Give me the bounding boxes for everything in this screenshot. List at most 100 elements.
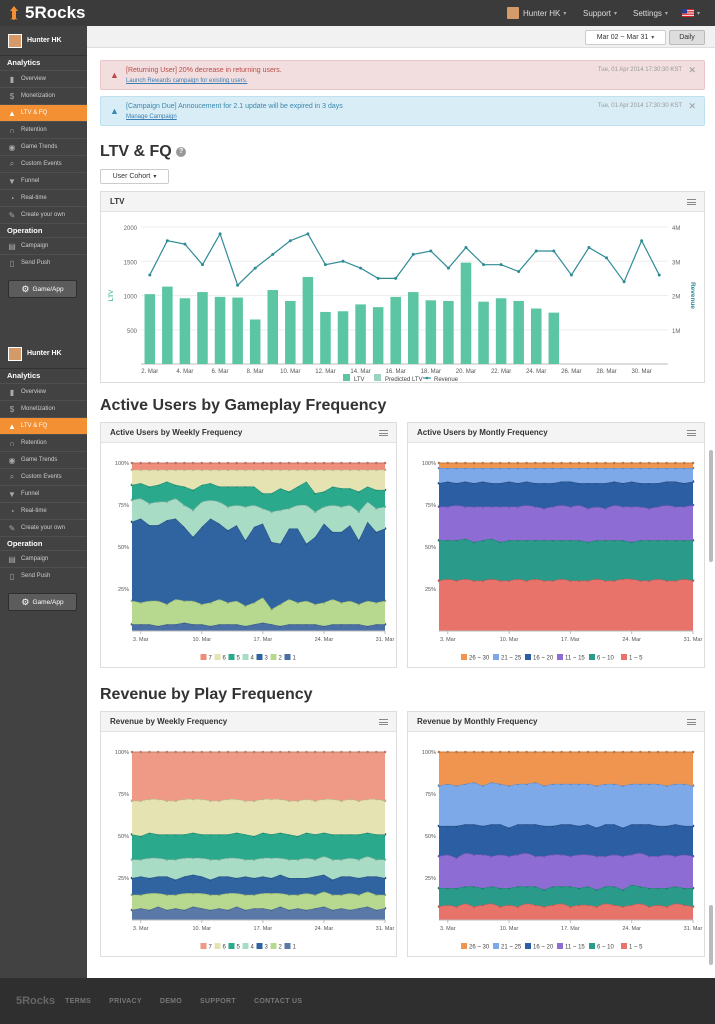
data-point[interactable]: [595, 461, 598, 465]
sidebar-item-retention[interactable]: ∩ Retention: [0, 121, 87, 138]
revenue-point[interactable]: [605, 256, 609, 260]
revenue-point[interactable]: [622, 280, 626, 284]
sidebar-item-game-trends[interactable]: ◉ Game Trends: [0, 451, 87, 468]
data-point[interactable]: [507, 461, 511, 465]
data-point[interactable]: [455, 461, 458, 465]
alert-link[interactable]: Manage Campaign: [126, 114, 177, 120]
ltv-bar[interactable]: [232, 297, 243, 364]
legend-item[interactable]: 6: [214, 654, 227, 662]
data-point[interactable]: [604, 461, 607, 465]
support-menu[interactable]: Support ▾: [583, 0, 617, 26]
data-point[interactable]: [665, 750, 669, 754]
data-point[interactable]: [472, 461, 476, 465]
legend-item[interactable]: 11 ~ 15: [557, 654, 585, 662]
data-point[interactable]: [244, 538, 247, 542]
data-point[interactable]: [348, 750, 352, 754]
sidebar-item-campaign[interactable]: ▤ Campaign: [0, 550, 87, 567]
data-point[interactable]: [481, 750, 485, 754]
revenue-point[interactable]: [464, 246, 468, 250]
legend-item[interactable]: 21 ~ 25: [493, 943, 522, 951]
data-point[interactable]: [217, 750, 221, 754]
data-point[interactable]: [383, 750, 387, 754]
data-point[interactable]: [252, 750, 256, 754]
data-point[interactable]: [455, 750, 458, 754]
legend-item[interactable]: 5: [228, 943, 241, 951]
legend-item[interactable]: 26 ~ 30: [461, 654, 490, 662]
data-point[interactable]: [261, 461, 265, 465]
data-point[interactable]: [296, 750, 300, 754]
menu-icon[interactable]: [687, 430, 696, 436]
ltv-bar[interactable]: [162, 286, 173, 364]
legend-item[interactable]: 16 ~ 20: [525, 654, 554, 662]
data-point[interactable]: [322, 750, 326, 754]
revenue-point[interactable]: [446, 266, 450, 270]
data-point[interactable]: [348, 461, 352, 465]
sidebar-item-campaign[interactable]: ▤ Campaign: [0, 237, 87, 254]
data-point[interactable]: [331, 461, 334, 465]
data-point[interactable]: [279, 750, 282, 754]
data-point[interactable]: [499, 461, 502, 465]
data-point[interactable]: [139, 750, 143, 754]
data-point[interactable]: [191, 461, 195, 465]
data-point[interactable]: [551, 461, 555, 465]
sidebar-item-funnel[interactable]: ▼ Funnel: [0, 485, 87, 502]
data-point[interactable]: [313, 461, 317, 465]
data-point[interactable]: [691, 461, 695, 465]
legend-item[interactable]: 1 ~ 5: [621, 943, 643, 951]
revenue-point[interactable]: [640, 239, 644, 243]
data-point[interactable]: [682, 461, 686, 465]
legend-item[interactable]: LTV: [343, 374, 365, 383]
sidebar-item-ltv-fq[interactable]: ▲ LTV & FQ: [0, 104, 87, 121]
data-point[interactable]: [472, 750, 476, 754]
ltv-bar[interactable]: [408, 292, 419, 364]
revenue-point[interactable]: [657, 273, 661, 277]
data-point[interactable]: [621, 750, 625, 754]
data-point[interactable]: [647, 750, 651, 754]
data-point[interactable]: [130, 750, 134, 754]
revenue-point[interactable]: [499, 263, 503, 267]
ltv-bar[interactable]: [372, 307, 384, 364]
data-point[interactable]: [200, 461, 204, 465]
data-point[interactable]: [279, 461, 282, 465]
data-point[interactable]: [577, 461, 581, 465]
user-cohort-dropdown[interactable]: User Cohort ▾: [100, 169, 169, 184]
data-point[interactable]: [174, 750, 177, 754]
sidebar-item-real-time[interactable]: ◔ Real-time: [0, 502, 87, 519]
data-point[interactable]: [183, 461, 186, 465]
footer-link-demo[interactable]: DEMO: [159, 997, 183, 1005]
legend-item[interactable]: 21 ~ 25: [493, 654, 522, 662]
data-point[interactable]: [560, 461, 563, 465]
ltv-bar[interactable]: [443, 300, 454, 364]
data-point[interactable]: [331, 750, 334, 754]
data-point[interactable]: [270, 461, 273, 465]
data-point[interactable]: [252, 461, 256, 465]
data-point[interactable]: [639, 461, 642, 465]
data-point[interactable]: [542, 461, 546, 465]
data-point[interactable]: [191, 750, 195, 754]
ltv-bar[interactable]: [179, 298, 191, 364]
data-point[interactable]: [437, 750, 441, 754]
revenue-point[interactable]: [552, 249, 556, 253]
data-point[interactable]: [357, 461, 361, 465]
settings-menu[interactable]: Settings ▾: [633, 0, 668, 26]
data-point[interactable]: [604, 750, 607, 754]
revenue-point[interactable]: [429, 249, 433, 253]
revenue-point[interactable]: [306, 232, 310, 236]
data-point[interactable]: [261, 750, 265, 754]
sidebar-item-funnel[interactable]: ▼ Funnel: [0, 172, 87, 189]
daily-button[interactable]: Daily: [669, 30, 705, 45]
close-icon[interactable]: ✕: [688, 101, 696, 111]
data-point[interactable]: [270, 750, 273, 754]
ltv-bar[interactable]: [285, 300, 296, 364]
help-icon[interactable]: ?: [176, 146, 187, 157]
sidebar-item-real-time[interactable]: ◔ Real-time: [0, 189, 87, 206]
data-point[interactable]: [463, 461, 467, 465]
legend-item[interactable]: 4: [242, 654, 255, 662]
data-point[interactable]: [639, 750, 642, 754]
data-point[interactable]: [244, 461, 247, 465]
data-point[interactable]: [156, 461, 160, 465]
sidebar-item-monetization[interactable]: $ Monetization: [0, 87, 87, 104]
data-point[interactable]: [156, 750, 160, 754]
data-point[interactable]: [200, 750, 204, 754]
data-point[interactable]: [499, 750, 502, 754]
